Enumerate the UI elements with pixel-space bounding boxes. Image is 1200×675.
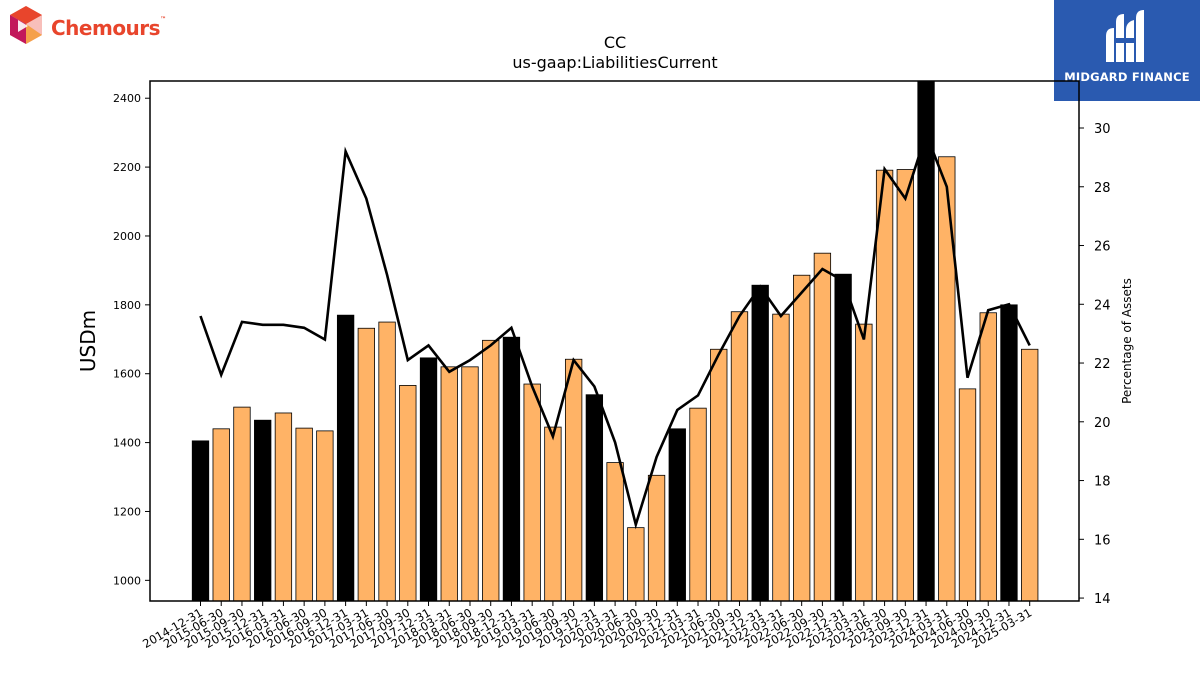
bar: [212, 428, 230, 602]
y-tick-label: 1200: [113, 505, 141, 518]
bar: [233, 406, 251, 602]
bar: [564, 358, 583, 602]
bar: [647, 474, 666, 602]
right-y-axis: 14 16 18 20 22 24 26 28 30: [1079, 122, 1111, 607]
chemours-logo: Chemours™: [4, 4, 174, 48]
midgard-wordmark: MIDGARD FINANCE: [1064, 70, 1190, 84]
y2-tick-label: 16: [1094, 533, 1111, 548]
plot-frame: [149, 80, 1080, 602]
y2-tick-label: 14: [1094, 592, 1111, 607]
chart-subtitle: us-gaap:LiabilitiesCurrent: [512, 53, 717, 72]
bar: [461, 366, 479, 602]
bar: [295, 427, 313, 602]
bar: [917, 80, 935, 602]
bar: [1000, 304, 1018, 602]
bar: [834, 273, 852, 602]
chemours-wordmark: Chemours™: [51, 16, 166, 40]
y-tick-label: 2200: [113, 161, 141, 174]
chemours-hexagon-icon: [10, 6, 42, 44]
bar: [419, 357, 438, 602]
bar: [875, 169, 894, 602]
bar: [316, 430, 334, 602]
bar: [357, 327, 375, 602]
bar: [627, 527, 645, 602]
bar: [938, 156, 956, 602]
bar: [772, 313, 790, 602]
y2-tick-label: 30: [1094, 122, 1111, 137]
bar: [793, 274, 811, 602]
y2-tick-label: 20: [1094, 416, 1111, 431]
y2-axis-label: Percentage of Assets: [1120, 278, 1134, 404]
y-tick-label: 1400: [113, 437, 141, 450]
bar: [689, 407, 707, 602]
y2-tick-label: 24: [1094, 298, 1111, 313]
bar: [958, 388, 977, 602]
midgard-emblem-icon: [1106, 10, 1144, 62]
bar: [585, 394, 604, 602]
bar: [440, 366, 458, 602]
bar: [378, 321, 396, 602]
y2-tick-label: 18: [1094, 475, 1111, 490]
bar: [523, 383, 541, 602]
bar: [502, 336, 521, 602]
y-tick-label: 2000: [113, 230, 141, 243]
bar: [855, 323, 873, 602]
y2-tick-label: 26: [1094, 240, 1111, 255]
x-axis: 2014-12-312015-06-302015-09-302015-12-31…: [140, 601, 1034, 651]
percentage-line: [199, 130, 1031, 530]
bar: [710, 348, 728, 602]
bar: [896, 169, 914, 602]
y-axis-label: USDm: [76, 310, 100, 372]
y2-tick-label: 28: [1094, 181, 1111, 196]
bar: [813, 252, 832, 602]
bar: [979, 312, 997, 602]
bar: [399, 385, 417, 602]
bar: [751, 284, 769, 602]
bar: [274, 412, 293, 602]
chart-title: CC: [604, 33, 626, 52]
y-tick-label: 1600: [113, 368, 141, 381]
line-series: [199, 130, 1031, 530]
bar: [1021, 348, 1039, 602]
y-tick-label: 1000: [113, 574, 141, 587]
y-tick-label: 1800: [113, 299, 141, 312]
bar: [336, 314, 355, 602]
bar: [668, 428, 686, 602]
left-y-axis: 1000 1200 1400 1600 1800 2000 2200 2400: [113, 92, 150, 587]
bar: [730, 311, 749, 602]
y-tick-label: 2400: [113, 92, 141, 105]
bar: [606, 462, 624, 602]
bar: [191, 440, 210, 602]
bar: [254, 419, 272, 602]
bar-series: [191, 80, 1039, 602]
bar: [482, 339, 500, 602]
y2-tick-label: 22: [1094, 357, 1111, 372]
bar: [544, 426, 562, 602]
